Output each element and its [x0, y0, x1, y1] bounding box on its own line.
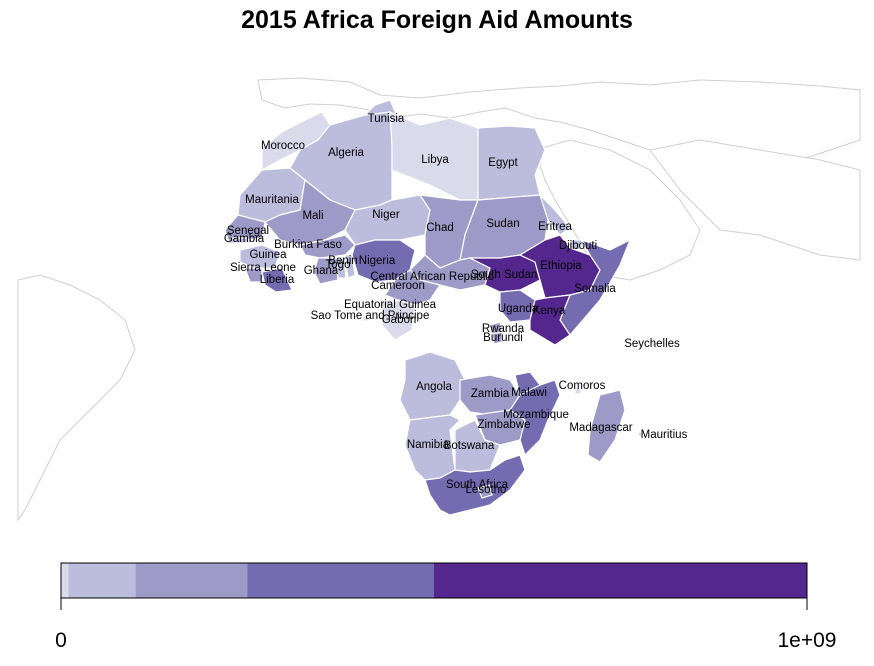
country-guinea [239, 244, 281, 269]
country-angola [399, 351, 466, 421]
country-liberia [261, 267, 293, 293]
country-label: Libya [421, 154, 449, 166]
country-mauritius [637, 431, 643, 437]
country-gambia [227, 237, 249, 244]
country-labels: Tunisia Morocco Algeria Libya Egypt Mauritani… [224, 113, 688, 496]
country-label: Namibia [407, 439, 450, 451]
country-label: Equatorial Guinea [344, 299, 437, 311]
country-label: Eritrea [538, 221, 572, 233]
map-title: 2015 Africa Foreign Aid Amounts [241, 6, 633, 34]
country-label: Mauritania [245, 194, 299, 206]
country-label: Mali [302, 210, 323, 222]
country-burundi [491, 331, 503, 345]
country-south-sudan [469, 254, 541, 293]
country-label: Togo [326, 259, 351, 271]
country-label: Somalia [574, 283, 616, 295]
country-seychelles [651, 341, 657, 347]
country-gabon [381, 299, 416, 341]
background-land [17, 77, 861, 522]
country-label: Central African Republic [370, 271, 494, 283]
country-label: South Africa [446, 479, 509, 491]
country-label: Cameroon [371, 280, 425, 292]
country-label: Morocco [261, 140, 305, 152]
country-label: Ghana [304, 265, 339, 277]
country-label: Kenya [533, 305, 566, 317]
country-label: Sierra Leone [230, 262, 296, 274]
country-lesotho [477, 484, 493, 499]
country-cameroon [384, 269, 441, 306]
country-label: Uganda [498, 303, 539, 315]
country-label: Botswana [444, 440, 495, 452]
legend-min-label: 0 [55, 629, 67, 652]
country-burkina-faso [299, 234, 356, 259]
country-label: Sudan [486, 218, 519, 230]
legend-bin [135, 563, 248, 598]
iran-outline [649, 139, 861, 261]
legend-bin [247, 563, 434, 598]
country-label: Zambia [471, 388, 510, 400]
country-label: Benin [328, 255, 357, 267]
country-label: Gambia [224, 233, 265, 245]
country-label: Zimbabwe [477, 419, 530, 431]
legend-bin [434, 563, 807, 598]
country-ghana [313, 257, 339, 285]
legend-bin [68, 563, 136, 598]
country-djibouti [569, 239, 583, 251]
country-comoros [574, 387, 582, 395]
country-label: Senegal [227, 225, 269, 237]
country-label: Mauritius [641, 429, 688, 441]
country-label: Niger [372, 209, 400, 221]
country-label: Mozambique [503, 409, 569, 421]
country-label: Rwanda [482, 323, 525, 335]
country-label: Nigeria [359, 255, 396, 267]
legend-max-label: 1e+09 [778, 629, 837, 652]
country-label: Burundi [483, 332, 523, 344]
country-label: Burkina Faso [274, 239, 342, 251]
country-label: Angola [416, 381, 452, 393]
country-label: Malawi [511, 387, 547, 399]
country-eritrea [539, 194, 571, 236]
country-label: Liberia [260, 274, 295, 286]
country-label: Madagascar [569, 422, 632, 434]
country-label: Guinea [249, 249, 287, 261]
country-sao-tome-and-principe [362, 315, 369, 322]
country-sierra-leone [244, 267, 263, 283]
country-label: Gabon [382, 314, 417, 326]
africa-countries [224, 99, 657, 516]
country-south-africa [424, 454, 526, 516]
country-label: Sao Tome and Principe [311, 310, 430, 322]
legend-frame [60, 562, 808, 599]
country-kenya [529, 294, 571, 346]
country-label: Djibouti [559, 240, 597, 252]
country-label: Seychelles [624, 338, 680, 350]
country-label: Ethiopia [540, 260, 582, 272]
country-label: Chad [426, 222, 454, 234]
south-america-outline [17, 274, 136, 522]
country-label: Comoros [559, 380, 606, 392]
arabia-outline [534, 139, 701, 281]
country-label: Lesotho [466, 484, 507, 496]
country-benin [344, 254, 356, 279]
legend-bin [61, 563, 69, 598]
country-label: Egypt [488, 157, 518, 169]
country-label: Tunisia [368, 113, 405, 125]
country-madagascar [587, 389, 626, 463]
country-label: Algeria [328, 147, 364, 159]
country-label: South Sudan [471, 269, 538, 281]
africa-map: Tunisia Morocco Algeria Libya Egypt Mauritani… [17, 77, 861, 522]
